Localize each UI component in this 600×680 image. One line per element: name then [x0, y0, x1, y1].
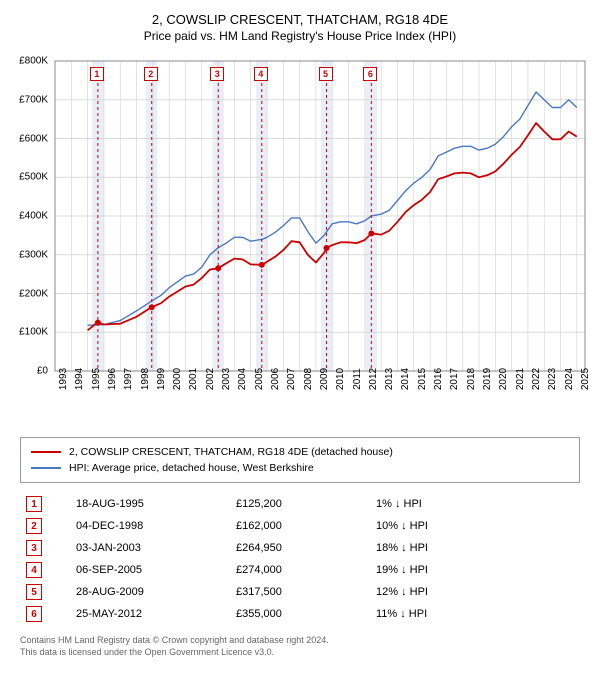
- row-delta: 19% ↓ HPI: [370, 559, 580, 581]
- row-date: 03-JAN-2003: [70, 537, 230, 559]
- x-tick-label: 2006: [270, 368, 281, 390]
- x-tick-label: 2023: [547, 368, 558, 390]
- row-marker: 1: [26, 496, 42, 512]
- x-tick-label: 2014: [400, 368, 411, 390]
- y-tick-label: £400K: [19, 211, 48, 222]
- row-marker: 6: [26, 606, 42, 622]
- x-tick-label: 2010: [335, 368, 346, 390]
- row-price: £264,950: [230, 537, 370, 559]
- row-delta: 11% ↓ HPI: [370, 603, 580, 625]
- y-tick-label: £700K: [19, 94, 48, 105]
- x-tick-label: 2021: [515, 368, 526, 390]
- row-date: 06-SEP-2005: [70, 559, 230, 581]
- table-row: 6 25-MAY-2012£355,00011% ↓ HPI: [20, 603, 580, 625]
- title-main: 2, COWSLIP CRESCENT, THATCHAM, RG18 4DE: [10, 12, 590, 27]
- x-tick-label: 2007: [286, 368, 297, 390]
- y-tick-label: £500K: [19, 172, 48, 183]
- footer-line-2: This data is licensed under the Open Gov…: [20, 647, 580, 659]
- title-sub: Price paid vs. HM Land Registry's House …: [10, 29, 590, 43]
- x-tick-label: 2001: [188, 368, 199, 390]
- x-tick-label: 1999: [156, 368, 167, 390]
- y-tick-label: £200K: [19, 288, 48, 299]
- row-price: £125,200: [230, 493, 370, 515]
- footer-note: Contains HM Land Registry data © Crown c…: [20, 635, 580, 658]
- x-tick-label: 1997: [123, 368, 134, 390]
- x-tick-label: 2004: [237, 368, 248, 390]
- table-row: 5 28-AUG-2009£317,50012% ↓ HPI: [20, 581, 580, 603]
- legend-box: 2, COWSLIP CRESCENT, THATCHAM, RG18 4DE …: [20, 437, 580, 483]
- x-tick-label: 2009: [319, 368, 330, 390]
- chart-marker-1: 1: [90, 67, 104, 81]
- row-marker: 5: [26, 584, 42, 600]
- table-row: 3 03-JAN-2003£264,95018% ↓ HPI: [20, 537, 580, 559]
- table-row: 1 18-AUG-1995£125,2001% ↓ HPI: [20, 493, 580, 515]
- x-tick-label: 2003: [221, 368, 232, 390]
- x-tick-label: 2013: [384, 368, 395, 390]
- chart-marker-3: 3: [210, 67, 224, 81]
- x-tick-label: 1998: [140, 368, 151, 390]
- row-marker: 4: [26, 562, 42, 578]
- row-delta: 18% ↓ HPI: [370, 537, 580, 559]
- y-tick-label: £300K: [19, 249, 48, 260]
- x-tick-label: 2015: [417, 368, 428, 390]
- x-tick-label: 2020: [498, 368, 509, 390]
- legend-row: HPI: Average price, detached house, West…: [31, 460, 569, 476]
- row-price: £355,000: [230, 603, 370, 625]
- x-tick-label: 2017: [449, 368, 460, 390]
- x-tick-label: 2016: [433, 368, 444, 390]
- legend-swatch-0: [31, 451, 61, 453]
- table-row: 4 06-SEP-2005£274,00019% ↓ HPI: [20, 559, 580, 581]
- x-tick-label: 2000: [172, 368, 183, 390]
- transactions-table: 1 18-AUG-1995£125,2001% ↓ HPI 2 04-DEC-1998…: [20, 493, 580, 625]
- row-delta: 12% ↓ HPI: [370, 581, 580, 603]
- row-date: 25-MAY-2012: [70, 603, 230, 625]
- row-delta: 10% ↓ HPI: [370, 515, 580, 537]
- row-price: £162,000: [230, 515, 370, 537]
- chart-marker-4: 4: [254, 67, 268, 81]
- x-tick-label: 2002: [205, 368, 216, 390]
- y-tick-label: £100K: [19, 327, 48, 338]
- row-date: 28-AUG-2009: [70, 581, 230, 603]
- y-tick-label: £0: [37, 366, 48, 377]
- x-tick-label: 2005: [254, 368, 265, 390]
- row-date: 04-DEC-1998: [70, 515, 230, 537]
- row-marker: 2: [26, 518, 42, 534]
- x-tick-label: 2022: [531, 368, 542, 390]
- table-row: 2 04-DEC-1998£162,00010% ↓ HPI: [20, 515, 580, 537]
- legend-row: 2, COWSLIP CRESCENT, THATCHAM, RG18 4DE …: [31, 444, 569, 460]
- row-price: £317,500: [230, 581, 370, 603]
- x-tick-label: 2018: [466, 368, 477, 390]
- row-price: £274,000: [230, 559, 370, 581]
- x-tick-label: 1995: [91, 368, 102, 390]
- chart-area: £0 £100K £200K £300K £400K £500K £600K £700K £80…: [10, 51, 590, 431]
- x-tick-label: 2011: [352, 368, 363, 390]
- x-tick-label: 2019: [482, 368, 493, 390]
- chart-marker-2: 2: [144, 67, 158, 81]
- legend-swatch-1: [31, 467, 61, 469]
- legend-label-1: HPI: Average price, detached house, West…: [69, 462, 314, 474]
- row-date: 18-AUG-1995: [70, 493, 230, 515]
- footer-line-1: Contains HM Land Registry data © Crown c…: [20, 635, 580, 647]
- y-tick-label: £800K: [19, 56, 48, 67]
- row-delta: 1% ↓ HPI: [370, 493, 580, 515]
- x-tick-label: 1996: [107, 368, 118, 390]
- row-marker: 3: [26, 540, 42, 556]
- y-tick-label: £600K: [19, 133, 48, 144]
- x-tick-label: 1994: [74, 368, 85, 390]
- legend-label-0: 2, COWSLIP CRESCENT, THATCHAM, RG18 4DE …: [69, 446, 393, 458]
- x-tick-label: 2025: [580, 368, 591, 390]
- x-tick-label: 2012: [368, 368, 379, 390]
- x-tick-label: 2024: [564, 368, 575, 390]
- x-tick-label: 2008: [303, 368, 314, 390]
- chart-marker-6: 6: [363, 67, 377, 81]
- x-tick-label: 1993: [58, 368, 69, 390]
- chart-marker-5: 5: [319, 67, 333, 81]
